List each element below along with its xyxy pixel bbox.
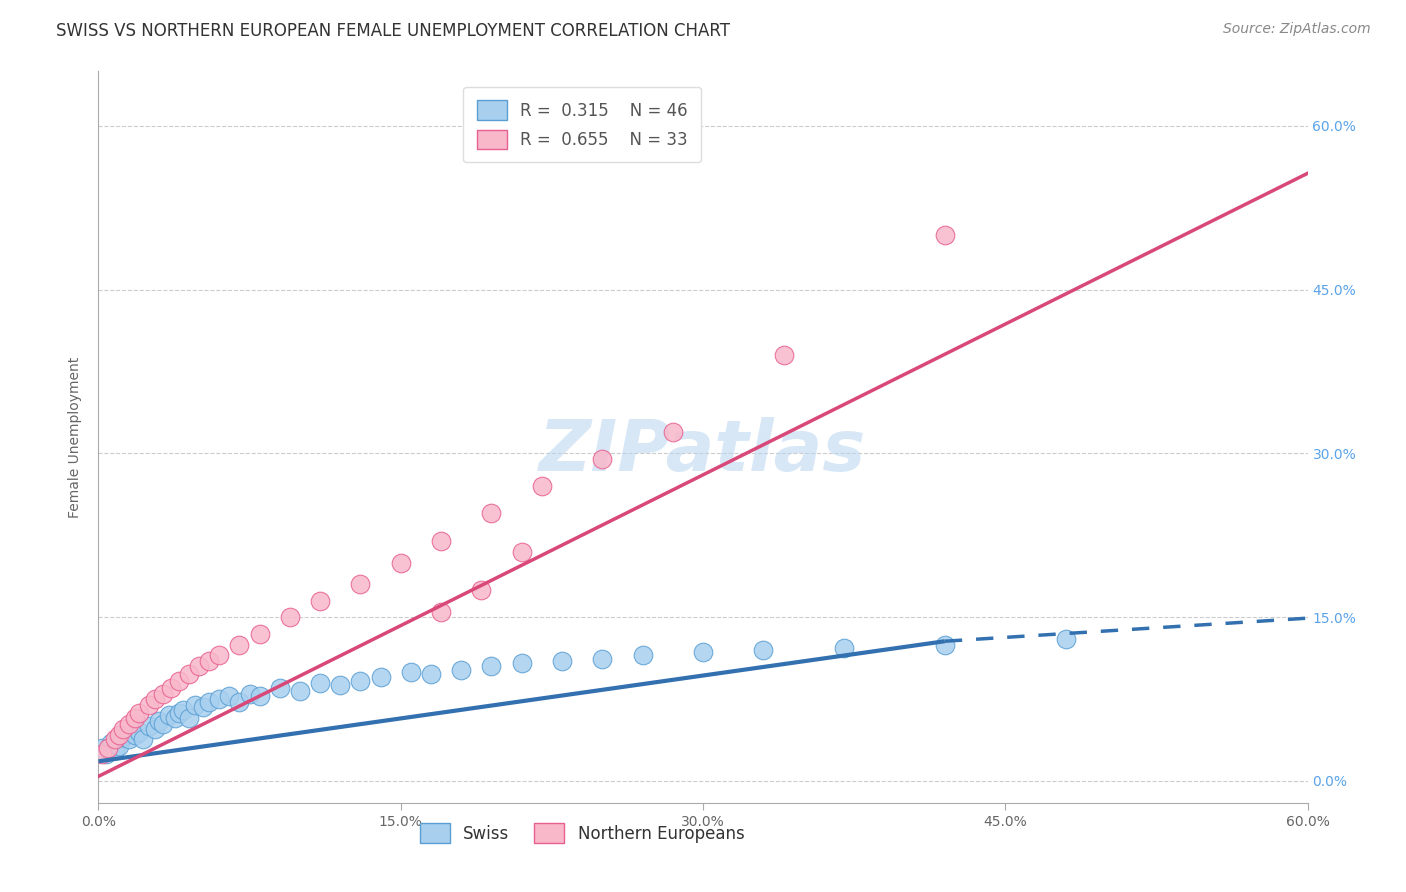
Point bbox=[118, 732, 141, 747]
Point bbox=[188, 659, 211, 673]
Point bbox=[198, 695, 221, 709]
Point bbox=[143, 722, 166, 736]
Point bbox=[103, 743, 125, 757]
Point bbox=[269, 681, 291, 695]
Point bbox=[510, 545, 533, 559]
Point bbox=[832, 640, 855, 655]
Point bbox=[481, 659, 503, 673]
Point bbox=[179, 667, 201, 681]
Point bbox=[128, 706, 150, 721]
Point bbox=[152, 687, 174, 701]
Text: ZIPatlas: ZIPatlas bbox=[540, 417, 866, 486]
Point bbox=[228, 638, 250, 652]
Point bbox=[349, 673, 371, 688]
Point bbox=[132, 732, 155, 747]
Point bbox=[124, 728, 146, 742]
Point bbox=[329, 678, 352, 692]
Text: Source: ZipAtlas.com: Source: ZipAtlas.com bbox=[1223, 22, 1371, 37]
Point bbox=[107, 739, 129, 753]
Point bbox=[118, 717, 141, 731]
Point bbox=[692, 645, 714, 659]
Point bbox=[138, 719, 160, 733]
Point bbox=[148, 714, 170, 728]
Point bbox=[349, 577, 371, 591]
Point bbox=[167, 706, 190, 721]
Point bbox=[193, 699, 215, 714]
Point bbox=[591, 451, 613, 466]
Point bbox=[228, 695, 250, 709]
Point bbox=[631, 648, 654, 663]
Point bbox=[91, 747, 114, 761]
Point bbox=[530, 479, 553, 493]
Point bbox=[103, 732, 125, 747]
Point bbox=[198, 654, 221, 668]
Point bbox=[481, 507, 503, 521]
Text: SWISS VS NORTHERN EUROPEAN FEMALE UNEMPLOYMENT CORRELATION CHART: SWISS VS NORTHERN EUROPEAN FEMALE UNEMPL… bbox=[56, 22, 730, 40]
Point bbox=[128, 724, 150, 739]
Point bbox=[163, 711, 186, 725]
Point bbox=[752, 643, 775, 657]
Point bbox=[184, 698, 207, 712]
Point bbox=[430, 605, 453, 619]
Point bbox=[111, 731, 134, 745]
Point bbox=[157, 708, 180, 723]
Point bbox=[309, 675, 332, 690]
Point bbox=[179, 711, 201, 725]
Point bbox=[1054, 632, 1077, 646]
Point bbox=[278, 610, 301, 624]
Point bbox=[124, 711, 146, 725]
Point bbox=[249, 689, 271, 703]
Point bbox=[420, 667, 443, 681]
Point bbox=[591, 651, 613, 665]
Point bbox=[143, 692, 166, 706]
Point bbox=[430, 533, 453, 548]
Point bbox=[288, 684, 311, 698]
Point bbox=[218, 689, 240, 703]
Point bbox=[399, 665, 422, 679]
Point bbox=[772, 348, 794, 362]
Point bbox=[152, 717, 174, 731]
Point bbox=[551, 654, 574, 668]
Legend: Swiss, Northern Europeans: Swiss, Northern Europeans bbox=[413, 817, 751, 849]
Point bbox=[450, 663, 472, 677]
Point bbox=[97, 741, 120, 756]
Point bbox=[208, 648, 231, 663]
Point bbox=[172, 703, 194, 717]
Y-axis label: Female Unemployment: Female Unemployment bbox=[69, 357, 83, 517]
Point bbox=[470, 582, 492, 597]
Point bbox=[107, 728, 129, 742]
Point bbox=[389, 556, 412, 570]
Point bbox=[934, 638, 956, 652]
Point bbox=[91, 741, 114, 756]
Point bbox=[100, 736, 122, 750]
Point bbox=[239, 687, 262, 701]
Point bbox=[160, 681, 183, 695]
Point bbox=[208, 692, 231, 706]
Point bbox=[96, 747, 118, 761]
Point bbox=[111, 722, 134, 736]
Point bbox=[167, 673, 190, 688]
Point bbox=[138, 698, 160, 712]
Point bbox=[934, 228, 956, 243]
Point bbox=[249, 626, 271, 640]
Point bbox=[661, 425, 683, 439]
Point bbox=[370, 670, 392, 684]
Point bbox=[309, 594, 332, 608]
Point bbox=[510, 656, 533, 670]
